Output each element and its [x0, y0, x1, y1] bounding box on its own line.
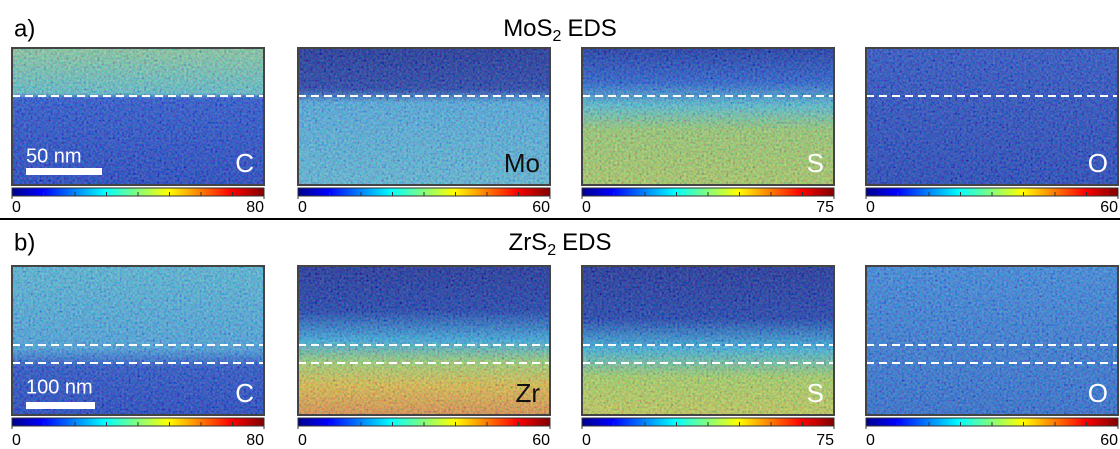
title-suffix: EDS — [562, 229, 611, 256]
eds-map: S 0 75 — [581, 47, 835, 216]
element-label: O — [1088, 148, 1108, 178]
map-noise — [582, 266, 834, 415]
element-label: S — [807, 378, 824, 408]
title-formula: MoS — [503, 15, 552, 42]
colorbar-min-label: 0 — [582, 199, 591, 216]
title-subscript: 2 — [553, 28, 562, 45]
element-label: C — [235, 148, 254, 178]
scale-bar-label: 50 nm — [26, 145, 82, 167]
map-frame — [865, 265, 1119, 416]
colorbar-max-label: 60 — [1100, 432, 1118, 449]
colorbar-max-label: 60 — [532, 432, 550, 449]
element-label: O — [1088, 378, 1108, 408]
colorbar-min-label: 0 — [866, 199, 875, 216]
eds-map: O 0 60 — [865, 47, 1119, 216]
map-noise — [582, 48, 834, 185]
eds-map: S 0 75 — [581, 265, 835, 449]
colorbar-max-label: 60 — [532, 199, 550, 216]
eds-map: Zr 0 60 — [297, 265, 551, 449]
element-label: S — [807, 148, 824, 178]
colorbar-min-label: 0 — [12, 432, 21, 449]
colorbar-max-label: 80 — [246, 199, 264, 216]
map-noise — [12, 48, 264, 185]
scale-bar — [26, 168, 102, 175]
scale-bar-label: 100 nm — [26, 376, 93, 398]
element-label: Mo — [504, 148, 540, 178]
map-noise — [298, 266, 550, 415]
title-suffix: EDS — [567, 15, 616, 42]
colorbar-min-label: 0 — [298, 432, 307, 449]
map-frame — [865, 47, 1119, 186]
colorbar-min-label: 0 — [298, 199, 307, 216]
colorbar-max-label: 75 — [816, 199, 834, 216]
colorbar-min-label: 0 — [866, 432, 875, 449]
map-noise — [866, 48, 1118, 185]
map-frame — [581, 265, 835, 416]
panel-title: ZrS2 EDS — [509, 229, 612, 259]
map-frame — [581, 47, 835, 186]
title-subscript: 2 — [547, 242, 556, 259]
panel-label: a) — [14, 15, 35, 42]
colorbar-max-label: 60 — [1100, 199, 1118, 216]
colorbar-min-label: 0 — [582, 432, 591, 449]
map-noise — [298, 48, 550, 185]
eds-map: O 0 60 — [865, 265, 1119, 449]
map-frame — [297, 47, 551, 186]
eds-map: C 100 nm 0 80 — [11, 265, 265, 449]
panel-label: b) — [14, 229, 35, 256]
map-frame — [11, 47, 265, 186]
scale-bar — [26, 402, 95, 409]
map-frame — [11, 265, 265, 416]
colorbar-max-label: 75 — [816, 432, 834, 449]
eds-map: C 50 nm 0 80 — [11, 47, 265, 216]
eds-map: Mo 0 60 — [297, 47, 551, 216]
element-label: C — [235, 378, 254, 408]
colorbar-max-label: 80 — [246, 432, 264, 449]
map-frame — [297, 265, 551, 416]
colorbar-min-label: 0 — [12, 199, 21, 216]
panel-title: MoS2 EDS — [503, 15, 617, 45]
map-noise — [866, 266, 1118, 415]
element-label: Zr — [515, 378, 540, 408]
map-noise — [12, 266, 264, 415]
title-formula: ZrS — [509, 229, 548, 256]
